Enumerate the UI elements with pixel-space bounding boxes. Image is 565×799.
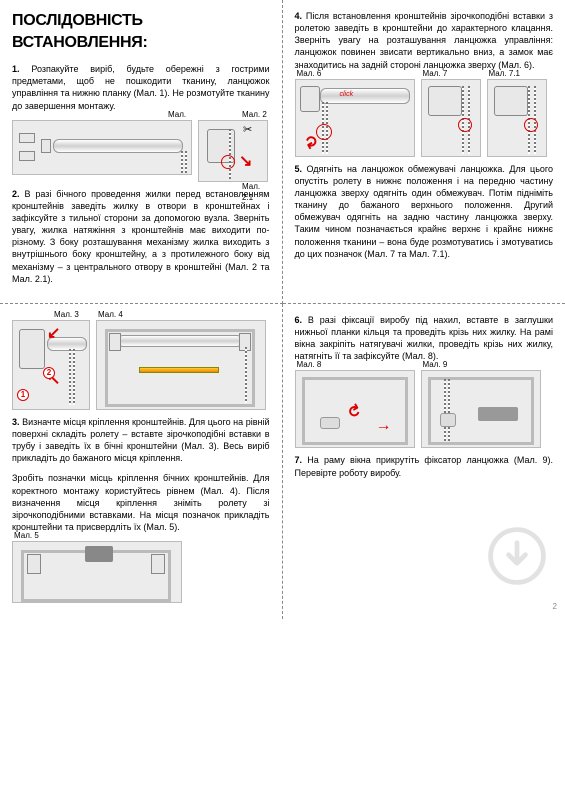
figure-21-label: Мал. 2.1 bbox=[242, 182, 268, 204]
figure-group-8-9: Мал. 8 ↻ → Мал. 9 bbox=[295, 370, 554, 448]
page-number: 2 bbox=[553, 602, 557, 613]
step-3a-text: 3. Визначте місця кріплення кронштейнів.… bbox=[12, 416, 270, 465]
step-6-text: 6. В разі фіксації виробу під нахил, вст… bbox=[295, 314, 554, 363]
drill-icon bbox=[85, 546, 113, 562]
badge-1: 1 bbox=[17, 389, 29, 401]
figure-3: Мал. 3 ↙ ↖ 1 2 bbox=[12, 320, 90, 410]
figure-4: Мал. 4 bbox=[96, 320, 266, 410]
figure-1: Мал. 1 bbox=[12, 120, 192, 175]
quadrant-top-left: ПОСЛІДОВНІСТЬ ВСТАНОВЛЕННЯ: 1. Розпакуйт… bbox=[0, 0, 283, 304]
quadrant-bottom-left: Мал. 3 ↙ ↖ 1 2 Мал. 4 3. Визначте місця … bbox=[0, 304, 283, 619]
figure-5: Мал. 5 bbox=[12, 541, 182, 603]
screwdriver-icon bbox=[478, 407, 518, 421]
figure-group-1-2: Мал. 1 Мал. 2 ✂ ↘ Мал. 2.1 bbox=[12, 120, 270, 182]
figure-group-6-7: Мал. 6 click ↻ Мал. 7 Мал. 7.1 bbox=[295, 79, 554, 157]
figure-7: Мал. 7 bbox=[421, 79, 481, 157]
step-3b-text: Зробіть позначки місць кріплення бічних … bbox=[12, 472, 270, 533]
step-4-text: 4. Після встановлення кронштейнів зірочк… bbox=[295, 10, 554, 71]
arrow-icon: → bbox=[376, 415, 392, 437]
step-7-text: 7. На раму вікна прикрутіть фіксатор лан… bbox=[295, 454, 554, 478]
figure-group-3-4: Мал. 3 ↙ ↖ 1 2 Мал. 4 bbox=[12, 320, 270, 410]
step-1-text: 1. Розпакуйте виріб, будьте обережні з г… bbox=[12, 63, 270, 112]
arrow-icon: ↘ bbox=[239, 151, 252, 173]
quadrant-top-right: 4. Після встановлення кронштейнів зірочк… bbox=[283, 0, 565, 304]
step-5-text: 5. Одягніть на ланцюжок обмежувачі ланцю… bbox=[295, 163, 554, 260]
figure-8: Мал. 8 ↻ → bbox=[295, 370, 415, 448]
click-label: click bbox=[340, 90, 354, 99]
tensioner-icon bbox=[320, 417, 340, 429]
figure-group-5: Мал. 5 bbox=[12, 541, 270, 603]
arrow-icon: ↙ bbox=[47, 323, 60, 345]
figure-6: Мал. 6 click ↻ bbox=[295, 79, 415, 157]
page-title: ПОСЛІДОВНІСТЬ ВСТАНОВЛЕННЯ: bbox=[12, 10, 270, 53]
watermark-icon bbox=[487, 526, 547, 589]
figure-9: Мал. 9 bbox=[421, 370, 541, 448]
scissors-icon: ✂ bbox=[243, 123, 252, 138]
badge-2: 2 bbox=[43, 367, 55, 379]
step-2-text: 2. В разі бічного проведення жилки перед… bbox=[12, 188, 270, 285]
chain-holder-icon bbox=[440, 413, 456, 427]
figure-71: Мал. 7.1 bbox=[487, 79, 547, 157]
figure-2: Мал. 2 ✂ ↘ Мал. 2.1 bbox=[198, 120, 268, 182]
